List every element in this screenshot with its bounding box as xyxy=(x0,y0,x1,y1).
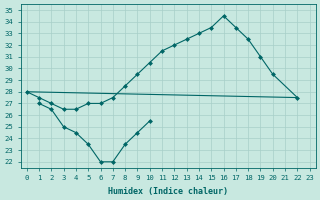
X-axis label: Humidex (Indice chaleur): Humidex (Indice chaleur) xyxy=(108,187,228,196)
